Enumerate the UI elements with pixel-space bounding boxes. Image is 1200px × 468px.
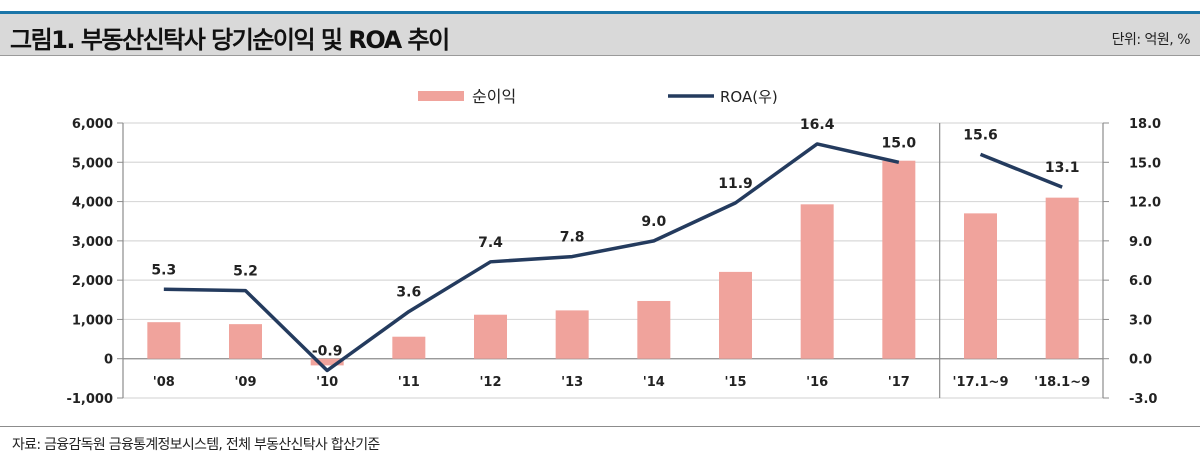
left-axis-tick-label: 0 — [104, 353, 113, 368]
legend-label-roa: ROA(우) — [720, 88, 778, 106]
x-axis-tick-label: '17 — [888, 375, 910, 390]
right-axis-tick-label: 15.0 — [1129, 156, 1161, 171]
roa-data-label: 13.1 — [1045, 160, 1080, 176]
right-axis-tick-label: 12.0 — [1129, 196, 1161, 211]
roa-line-segment-0 — [163, 142, 900, 373]
bar-3 — [392, 336, 426, 359]
roa-data-label: -0.9 — [312, 344, 343, 360]
roa-data-label: 15.6 — [963, 127, 998, 143]
right-axis-tick-label: 9.0 — [1129, 235, 1152, 250]
left-axis-tick-label: 6,000 — [72, 117, 113, 132]
footer-divider — [0, 426, 1200, 427]
roa-line-segment-1 — [979, 152, 1063, 189]
x-axis-tick-label: '10 — [316, 375, 338, 390]
roa-data-label: 3.6 — [396, 285, 421, 301]
right-axis-tick-label: -3.0 — [1129, 392, 1157, 407]
bar-11 — [1045, 197, 1079, 359]
right-axis-tick-label: 3.0 — [1129, 313, 1152, 328]
bar-4 — [474, 314, 507, 359]
roa-data-label: 9.0 — [641, 214, 666, 230]
title-bar: 그림1. 부동산신탁사 당기순이익 및 ROA 추이 단위: 억원, % — [0, 11, 1200, 56]
source-note: 자료: 금융감독원 금융통계정보시스템, 전체 부동산신탁사 합산기준 — [12, 437, 380, 453]
x-axis-tick-label: '14 — [643, 375, 665, 390]
right-axis-tick-label: 0.0 — [1129, 353, 1152, 368]
roa-data-label: 11.9 — [718, 176, 753, 192]
bar-7 — [719, 271, 752, 359]
bar-6 — [637, 300, 671, 359]
roa-data-label: 7.8 — [560, 230, 585, 246]
roa-data-label: 15.0 — [882, 135, 917, 151]
left-axis-tick-label: -1,000 — [66, 392, 113, 407]
x-axis-tick-label: '16 — [806, 375, 828, 390]
bar-1 — [229, 324, 262, 359]
bar-9 — [882, 160, 916, 359]
right-axis-tick-label: 18.0 — [1129, 117, 1161, 132]
x-axis-tick-label: '15 — [724, 375, 746, 390]
right-axis-tick-label: 6.0 — [1129, 274, 1152, 289]
left-axis-tick-label: 5,000 — [72, 156, 113, 171]
bar-0 — [147, 322, 181, 359]
bar-2 — [310, 358, 344, 366]
bar-5 — [555, 310, 589, 359]
legend-bar-swatch — [418, 91, 464, 101]
bar-8 — [800, 204, 834, 359]
left-axis-tick-label: 4,000 — [72, 196, 113, 211]
left-axis-tick-label: 2,000 — [72, 274, 113, 289]
x-axis-tick-label: '17.1~9 — [953, 375, 1009, 390]
roa-data-label: 7.4 — [478, 235, 503, 251]
chart-title: 그림1. 부동산신탁사 당기순이익 및 ROA 추이 — [10, 26, 450, 54]
unit-label: 단위: 억원, % — [1111, 32, 1191, 48]
legend-label-net-income: 순이익 — [472, 87, 516, 106]
left-axis-tick-label: 3,000 — [72, 235, 113, 250]
roa-data-label: 5.3 — [151, 262, 176, 278]
roa-data-label: 5.2 — [233, 264, 258, 280]
roa-data-label: 16.4 — [800, 117, 835, 133]
x-axis-tick-label: '13 — [561, 375, 583, 390]
x-axis-tick-label: '08 — [153, 375, 175, 390]
bar-10 — [964, 213, 997, 359]
x-axis-tick-label: '12 — [479, 375, 501, 390]
x-axis-tick-label: '09 — [234, 375, 256, 390]
left-axis-tick-label: 1,000 — [72, 313, 113, 328]
x-axis-tick-label: '18.1~9 — [1034, 375, 1090, 390]
x-axis-tick-label: '11 — [398, 375, 420, 390]
